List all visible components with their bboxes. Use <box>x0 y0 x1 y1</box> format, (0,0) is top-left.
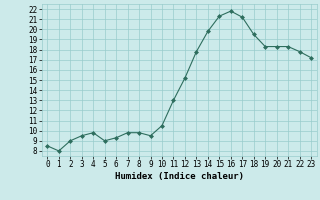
X-axis label: Humidex (Indice chaleur): Humidex (Indice chaleur) <box>115 172 244 181</box>
